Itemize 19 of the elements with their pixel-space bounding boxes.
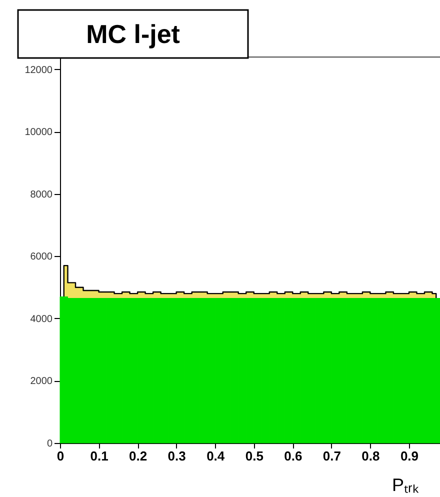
x-tick-label: 0.4: [206, 448, 226, 464]
x-tick-label: 0: [56, 448, 64, 464]
y-tick-label: 12000: [24, 64, 53, 76]
chart-title: MC l-jet: [86, 19, 180, 49]
x-tick-label: 0.6: [284, 448, 302, 464]
x-tick-label: 0.2: [129, 448, 148, 464]
x-tick-label: 0.7: [322, 448, 341, 464]
y-tick-label: 0: [46, 438, 53, 450]
y-tick-label: 10000: [24, 127, 53, 138]
x-tick-label: 0.9: [400, 448, 419, 464]
x-axis-title: Pₜᵣₖ: [392, 475, 420, 495]
y-tick-label: 2000: [30, 376, 53, 388]
x-tick-label: 0.3: [168, 448, 186, 464]
y-tick-label: 4000: [30, 314, 53, 325]
x-tick-label: 0.1: [90, 448, 108, 464]
x-tick-label: 0.5: [245, 448, 264, 464]
y-tick-label: 8000: [30, 189, 53, 200]
x-tick-label: 0.8: [362, 448, 380, 464]
y-tick-label: 6000: [30, 252, 53, 263]
